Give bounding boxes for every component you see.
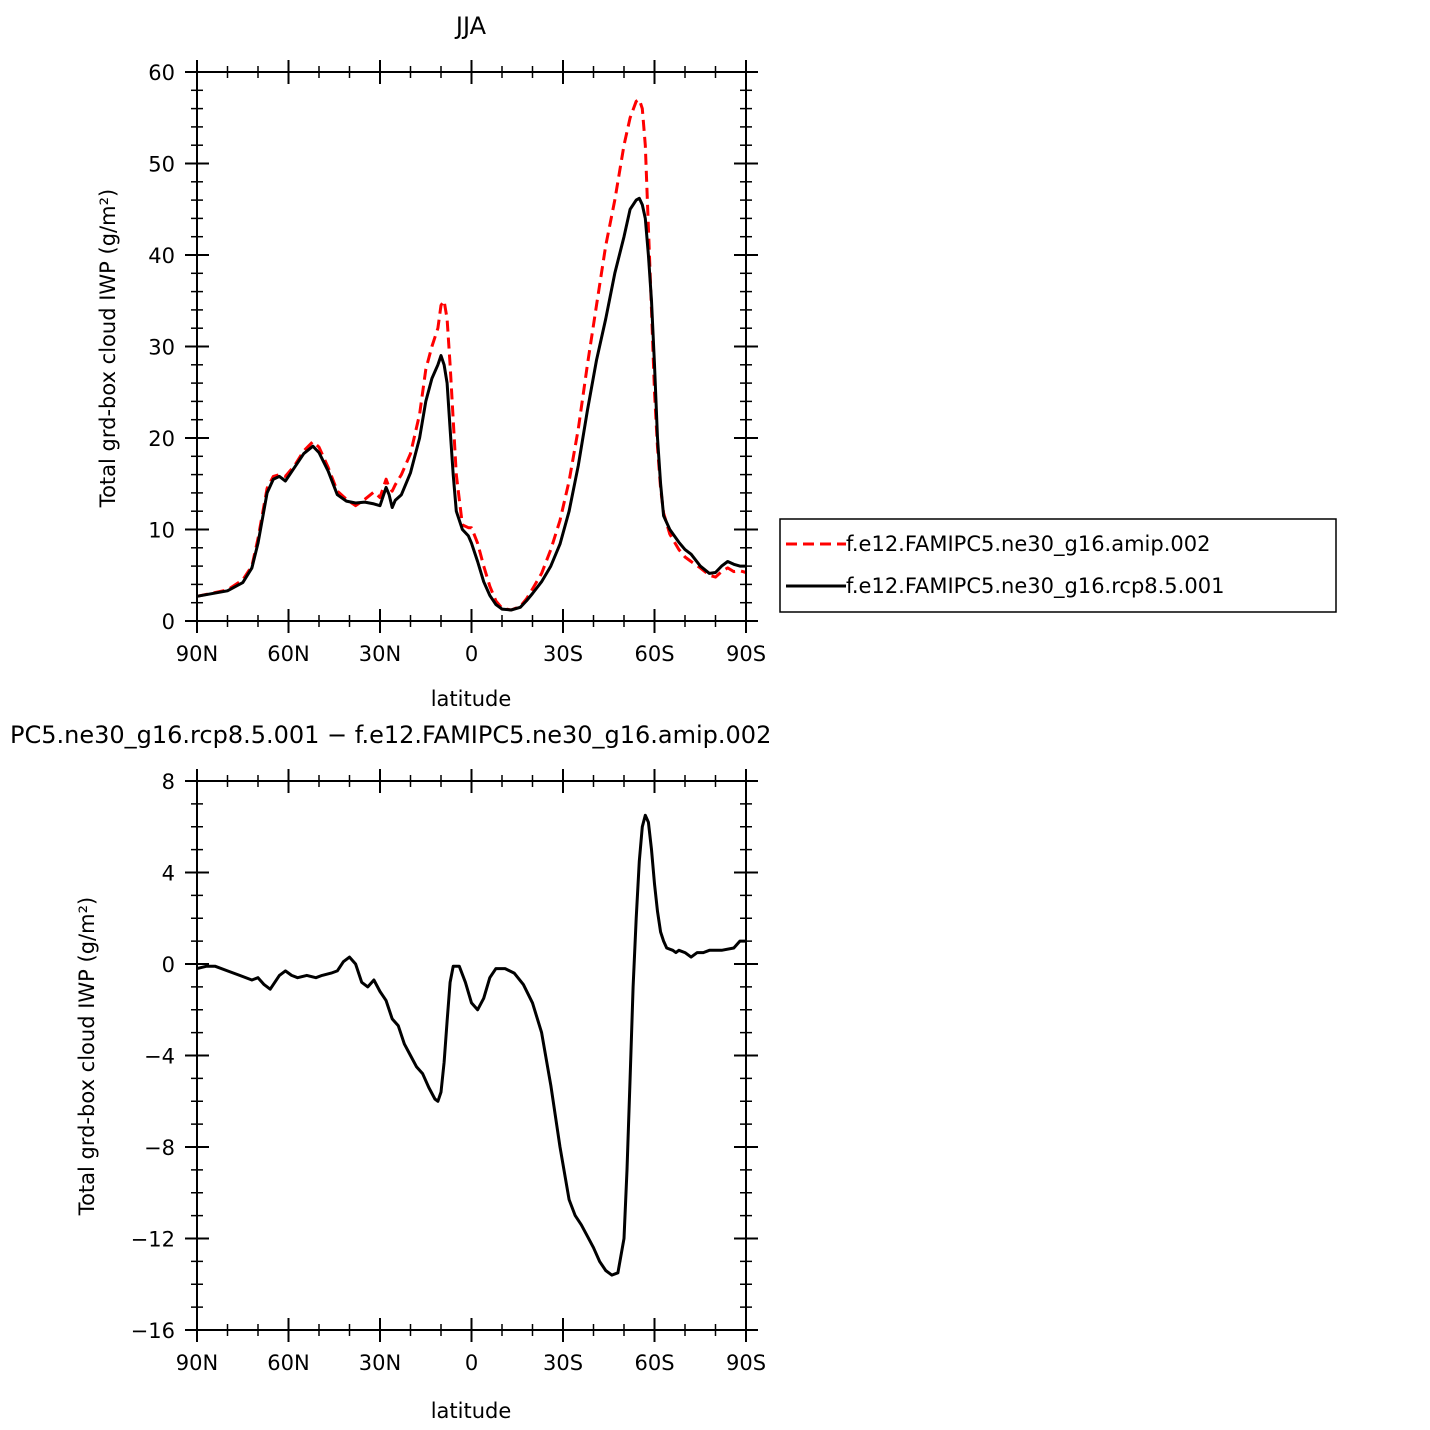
y-tick-label: 30 (148, 336, 175, 360)
x-tick-label: 90N (176, 1351, 218, 1375)
series-line-2 (196, 196, 746, 612)
bottom-x-axis-label: latitude (431, 1399, 512, 1423)
x-tick-label: 30N (359, 1351, 401, 1375)
y-tick-label: 8 (162, 770, 175, 794)
bottom-y-axis-label: Total grd-box cloud IWP (g/m²) (75, 897, 99, 1216)
bottom-chart-title: PC5.ne30_g16.rcp8.5.001 − f.e12.FAMIPC5.… (10, 721, 771, 749)
y-tick-label: 10 (148, 519, 175, 543)
series-line-1 (196, 98, 747, 612)
y-tick-label: −4 (144, 1045, 175, 1069)
top-plot-frame (196, 71, 747, 622)
x-tick-label: 90S (726, 642, 766, 666)
y-tick-label: 0 (162, 610, 175, 634)
legend-label-rcp85: f.e12.FAMIPC5.ne30_g16.rcp8.5.001 (846, 574, 1224, 599)
legend-label-amip: f.e12.FAMIPC5.ne30_g16.amip.002 (846, 532, 1210, 557)
bottom-series-lines (196, 813, 746, 1277)
x-tick-label: 90N (176, 642, 218, 666)
x-tick-label: 0 (465, 642, 478, 666)
x-tick-label: 60S (634, 1351, 674, 1375)
y-tick-label: 0 (162, 953, 175, 977)
bottom-axis-ticks (185, 769, 758, 1342)
top-series-lines (196, 98, 747, 612)
x-tick-label: 30N (359, 642, 401, 666)
y-tick-label: −16 (131, 1319, 175, 1343)
bottom-tick-labels: 90N 60N 30N 0 30S 60S 90S −16 −12 −8 −4 0 4 8 (131, 770, 766, 1375)
legend-box (779, 518, 1337, 613)
y-tick-label: 60 (148, 61, 175, 85)
y-tick-label: 50 (148, 153, 175, 177)
top-tick-labels: 90N 60N 30N 0 30S 60S 90S 0 10 20 30 40 50 60 (148, 61, 766, 666)
x-tick-label: 60N (267, 1351, 309, 1375)
x-tick-label: 60S (634, 642, 674, 666)
y-tick-label: 4 (162, 862, 175, 886)
y-tick-label: −12 (131, 1228, 175, 1252)
top-y-axis-label: Total grd-box cloud IWP (g/m²) (96, 189, 120, 508)
x-tick-label: 30S (543, 1351, 583, 1375)
top-panel: JJA Total grd-box cloud IWP (g/m²) latit… (96, 12, 766, 711)
legend: f.e12.FAMIPC5.ne30_g16.amip.002 f.e12.FA… (779, 518, 1337, 613)
x-tick-label: 60N (267, 642, 309, 666)
y-tick-label: −8 (144, 1136, 175, 1160)
series-line-1 (196, 813, 746, 1277)
y-tick-label: 40 (148, 244, 175, 268)
x-tick-label: 90S (726, 1351, 766, 1375)
x-tick-label: 0 (465, 1351, 478, 1375)
x-tick-label: 30S (543, 642, 583, 666)
bottom-panel: PC5.ne30_g16.rcp8.5.001 − f.e12.FAMIPC5.… (10, 721, 771, 1423)
bottom-plot-frame (196, 780, 747, 1331)
y-tick-label: 20 (148, 427, 175, 451)
top-x-axis-label: latitude (431, 687, 512, 711)
top-chart-title: JJA (454, 12, 487, 40)
